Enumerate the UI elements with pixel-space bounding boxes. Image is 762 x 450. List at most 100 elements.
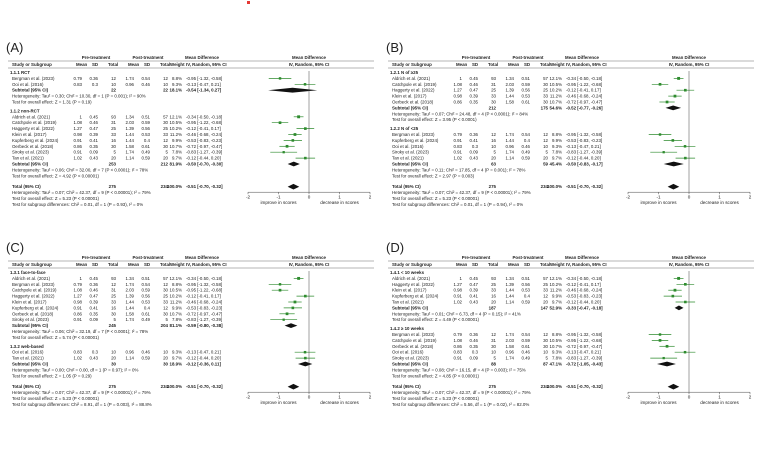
panel-1-group-1-row-2-sd2: 0.46 — [521, 144, 530, 149]
panel-1-group-1-row-4-sd2: 0.59 — [521, 156, 530, 161]
panel-0-group-1-row-4-weight: 9.9% — [172, 138, 182, 143]
panel-0-group-1-row-2-mean1: 1.27 — [73, 126, 82, 131]
panel-1-group-0-row-2-mean2: 1.39 — [505, 88, 514, 93]
panel-1-group-0-row-0-n2: 57 — [543, 76, 548, 81]
panel-3-header-pre: Pre-treatment — [462, 255, 491, 260]
panel-2-header-ci: IV, Random, 95% CI — [186, 262, 227, 267]
panel-1-group-0-row-3-mean1: 0.98 — [453, 94, 462, 99]
panel-3-group-1-row-3-mean2: 0.96 — [505, 350, 514, 355]
panel-2-group-0-row-3-ci: -0.12 [-0.41, 0.17] — [186, 294, 221, 299]
panel-1-group-1-row-4-mean1: 1.02 — [453, 156, 462, 161]
panel-1-header-ci: IV, Random, 95% CI — [566, 62, 607, 67]
panel-3-header-mean1: Mean — [456, 262, 468, 267]
panel-3-group-1-row-0-mean1: 0.79 — [453, 332, 462, 337]
panel-1-header-total1: Total — [488, 62, 498, 67]
panel-2-group-1-row-1-study: Tan et al. (2021) — [12, 356, 44, 361]
panel-2-group-0-row-5-square — [291, 306, 295, 310]
panel-3-group-0-row-0-n1: 93 — [491, 276, 496, 281]
panel-0-group-1-subtotal-ci: -0.50 [-0.70, -0.30] — [186, 162, 223, 167]
panel-0-group-0-subtotal-n2: 22 — [163, 88, 168, 93]
panel-1-group-0-row-1-sd2: 0.59 — [521, 82, 530, 87]
panel-3-header-post: Post-treatment — [513, 255, 545, 260]
panel-2-group-1-row-1-sd1: 0.43 — [89, 356, 98, 361]
panel-3-group-1-row-2-study: Oerbeck et al. (2018) — [392, 344, 434, 349]
panel-3-group-0-row-3-n2: 12 — [543, 294, 548, 299]
panel-1-group-0-row-3-mean2: 1.44 — [505, 94, 514, 99]
panel-1-header-md: Mean Difference — [565, 55, 599, 60]
panel-3-group-0-row-0-sd2: 0.51 — [521, 276, 530, 281]
panel-3-group-1-row-0-n2: 12 — [543, 332, 548, 337]
panel-2-group-1-row-0-mean1: 0.83 — [73, 350, 82, 355]
panel-1-group-0-row-0-ci: -0.34 [-0.50, -0.18] — [566, 76, 602, 81]
panel-0-group-0-row-0-n2: 12 — [163, 76, 168, 81]
panel-0-group-1-row-7-mean2: 1.14 — [125, 156, 134, 161]
panel-1-group-0-overall-test: Test for overall effect: Z = 3.95 (P < 0… — [392, 117, 477, 122]
panel-0-group-0-row-0-weight: 8.8% — [172, 76, 182, 81]
panel-1-group-1-row-3-sd1: 0.09 — [469, 150, 478, 155]
panel-1-group-1-row-1-sd1: 0.41 — [469, 138, 478, 143]
panel-0-group-0-row-1-sd2: 0.46 — [141, 82, 150, 87]
panel-1-header-pre: Pre-treatment — [462, 55, 491, 60]
panel-3-footer-1: Test for overall effect: Z = 5.23 (P < 0… — [392, 396, 480, 401]
panel-1-group-1-row-3-mean1: 0.91 — [453, 150, 462, 155]
panel-1-group-0-row-1-ci: -0.95 [-1.22, -0.68] — [566, 82, 602, 87]
panel-1-group-1-overall-test: Test for overall effect: Z = 2.97 (P = 0… — [392, 173, 475, 178]
panel-3-group-0-row-1-mean2: 1.39 — [505, 282, 514, 287]
panel-2-group-0-row-7-sd2: 0.49 — [141, 317, 150, 322]
panel-3-group-1-row-4-mean1: 0.91 — [453, 356, 462, 361]
panel-1-group-0-row-1-n2: 30 — [543, 82, 548, 87]
panel-0-group-1-row-7-ci: -0.12 [-0.44, 0.20] — [186, 156, 221, 161]
panel-3-group-1-row-1-mean1: 1.08 — [453, 338, 462, 343]
panel-1-footer-0: Heterogeneity: Tau² = 0.07; Chi² = 42.37… — [392, 190, 531, 195]
panel-0-group-1-row-1-mean2: 2.03 — [125, 120, 134, 125]
panel-2-group-0-row-6-n2: 30 — [163, 311, 168, 316]
panel-1-group-0-subtotal-n2: 175 — [541, 105, 549, 110]
panel-2-group-1-subtotal-study: Subtotal (95% CI) — [12, 362, 49, 367]
panel-1-header-weight: Weight — [550, 62, 565, 67]
panel-3-group-0-row-2-n1: 33 — [491, 288, 496, 293]
panel-2-group-0-row-4-mean1: 0.98 — [73, 300, 82, 305]
panel-0-group-0-row-0-study: Bergman et al. (2023) — [12, 76, 55, 81]
panel-3-group-1-row-3-sd2: 0.46 — [521, 350, 530, 355]
panel-0-group-1-row-5-square — [285, 144, 289, 148]
panel-3-group-0-subtotal-n1: 187 — [489, 305, 497, 310]
panel-0-group-1-subtotal-weight: 81.9% — [170, 162, 183, 167]
panel-0-group-1-row-6-square — [282, 151, 285, 154]
panel-0-group-1-row-2-study: Haggerty et al. (2022) — [12, 126, 55, 131]
panel-2-group-1-row-0-ci: -0.13 [-0.47, 0.21] — [186, 350, 221, 355]
panel-2-total-study: Total (95% CI) — [12, 384, 41, 389]
panel-2-group-0-row-5-n2: 12 — [163, 305, 168, 310]
panel-2-group-0-overall-test: Test for overall effect: Z = 5.74 (P < 0… — [12, 335, 100, 340]
panel-2-group-0-row-4-n2: 33 — [163, 300, 168, 305]
panel-1-total-weight: 100.0% — [547, 184, 562, 189]
panel-1-group-0-row-3-weight: 11.2% — [550, 94, 562, 99]
panel-1-group-1-subtotal-n1: 63 — [491, 162, 496, 167]
panel-1-group-1-row-0-mean2: 1.74 — [505, 132, 514, 137]
panel-1-group-1-row-2-n1: 10 — [491, 144, 496, 149]
panel-2-group-0-row-1-ci: -0.95 [-1.32, -0.58] — [186, 282, 222, 287]
panel-2-group-0-row-0-mean2: 1.34 — [125, 276, 134, 281]
panel-0-group-1-row-2-weight: 10.2% — [170, 126, 183, 131]
panel-3-group-1-row-1-ci: -0.95 [-1.22, -0.68] — [566, 338, 602, 343]
panel-0-group-1-row-6-sd1: 0.09 — [89, 150, 98, 155]
panel-0-group-0-row-0-mean1: 0.79 — [73, 76, 82, 81]
panel-3-group-0-row-4-square — [684, 300, 687, 304]
panel-2-group-0-row-6-study: Oerbeck et al. (2018) — [12, 311, 54, 316]
panel-3-group-1-row-3-n1: 10 — [491, 350, 496, 355]
panel-0-group-1-subtotal-n1: 253 — [109, 162, 117, 167]
panel-0-group-1-row-3-square — [293, 133, 297, 136]
panel-3-group-1-row-0-sd1: 0.36 — [469, 332, 478, 337]
panel-3-group-1-row-1-n1: 31 — [491, 338, 496, 343]
panel-0-header-mean2: Mean — [128, 62, 140, 67]
panel-0-group-1-row-4-mean1: 0.91 — [73, 138, 82, 143]
panel-2-group-0-row-2-study: Catchpole et al. (2019) — [12, 288, 57, 293]
panel-3-group-0-row-3-sd1: 0.41 — [469, 294, 478, 299]
panel-0-group-0-row-1-ci: -0.13 [-0.47, 0.21] — [186, 82, 221, 87]
panel-1-group-1-row-3-ci: -0.83 [-1.27, -0.39] — [566, 150, 602, 155]
panel-0-group-1-row-7-sd2: 0.59 — [141, 156, 150, 161]
panel-3-header-sd2: SD — [524, 262, 530, 267]
panel-3-group-0-row-1-ci: -0.12 [-0.41, 0.17] — [566, 282, 601, 287]
panel-0-group-1-row-0-weight: 12.1% — [170, 114, 183, 119]
panel-3-group-0-row-2-weight: 11.2% — [550, 288, 562, 293]
